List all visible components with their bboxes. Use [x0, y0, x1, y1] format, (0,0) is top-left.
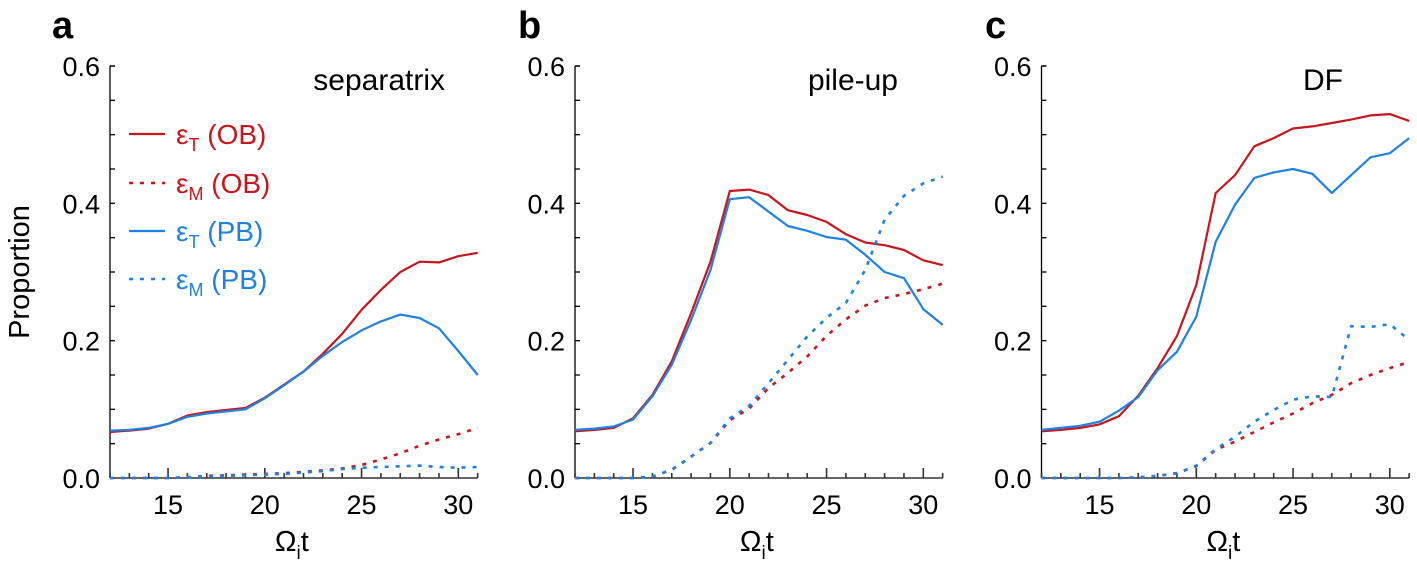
series-line-m-ob-dotted — [575, 282, 944, 480]
panel-title: pile-up — [808, 64, 898, 97]
panel-c: 0.0 0.2 0.4 0.6 15 20 25 30 Ωit DF — [994, 52, 1411, 564]
legend-item: εT (OB) — [129, 119, 266, 155]
x-tick-label: 25 — [347, 490, 377, 520]
y-tick-label: 0.6 — [994, 52, 1032, 82]
series-line-m-pb-dotted — [575, 175, 944, 480]
x-tick-label: 20 — [715, 490, 745, 520]
panel-letter-c: c — [985, 5, 1006, 47]
x-tick-label: 25 — [812, 490, 842, 520]
series-line-m-ob-dotted — [110, 426, 479, 480]
y-tick-label: 0.6 — [62, 52, 100, 82]
x-axis-title: Ωit — [740, 526, 774, 564]
panel-a: 0.0 0.2 0.4 0.6 15 20 25 30 Ωit separatrix — [62, 52, 479, 564]
y-tick-label: 0.4 — [62, 189, 100, 219]
series-line-t-pb-solid — [109, 313, 479, 432]
panel-title: separatrix — [313, 64, 445, 97]
legend: εT (OB) εM (OB) εT (PB) εM (PB) — [129, 119, 270, 300]
series-line-t-ob-solid — [574, 188, 943, 433]
x-axis-title: Ωit — [1206, 526, 1240, 564]
y-tick-label: 0.6 — [527, 52, 565, 82]
panel-title: DF — [1303, 64, 1343, 97]
series-line-t-pb-solid — [1041, 137, 1410, 431]
y-tick-label: 0.0 — [527, 464, 565, 494]
legend-label: εT (OB) — [176, 119, 266, 155]
series-line-m-pb-dotted — [1041, 322, 1411, 480]
y-tick-label: 0.2 — [994, 327, 1032, 357]
y-tick-label: 0.2 — [527, 327, 565, 357]
legend-item: εM (OB) — [129, 168, 270, 204]
y-tick-label: 0.0 — [994, 464, 1032, 494]
series-line-t-ob-solid — [1041, 112, 1410, 433]
series-line-m-ob-dotted — [1041, 360, 1410, 480]
x-tick-label: 25 — [1278, 490, 1308, 520]
x-tick-label: 20 — [1181, 490, 1211, 520]
legend-item: εT (PB) — [129, 216, 263, 252]
y-tick-label: 0.2 — [62, 327, 100, 357]
y-tick-label: 0.4 — [527, 189, 565, 219]
series-line-t-ob-solid — [109, 251, 478, 434]
legend-label: εM (PB) — [176, 264, 267, 300]
x-axis-title: Ωit — [275, 526, 309, 564]
x-tick-label: 30 — [1375, 490, 1405, 520]
y-tick-label: 0.4 — [994, 189, 1032, 219]
y-tick-label: 0.0 — [62, 464, 100, 494]
series-line-t-pb-solid — [574, 196, 944, 431]
legend-label: εM (OB) — [176, 168, 270, 204]
panel-letter-a: a — [52, 5, 74, 47]
y-axis-title: Proportion — [4, 205, 36, 339]
x-tick-label: 30 — [443, 490, 473, 520]
panel-letter-b: b — [518, 5, 541, 47]
series-line-m-pb-dotted — [110, 464, 478, 480]
legend-item: εM (PB) — [129, 264, 267, 300]
x-tick-label: 15 — [1085, 490, 1115, 520]
x-tick-label: 15 — [618, 490, 648, 520]
panel-b: 0.0 0.2 0.4 0.6 15 20 25 30 Ωit pile-up — [527, 52, 944, 564]
x-tick-label: 30 — [908, 490, 938, 520]
x-tick-label: 20 — [250, 490, 280, 520]
legend-label: εT (PB) — [176, 216, 263, 252]
x-tick-label: 15 — [153, 490, 183, 520]
